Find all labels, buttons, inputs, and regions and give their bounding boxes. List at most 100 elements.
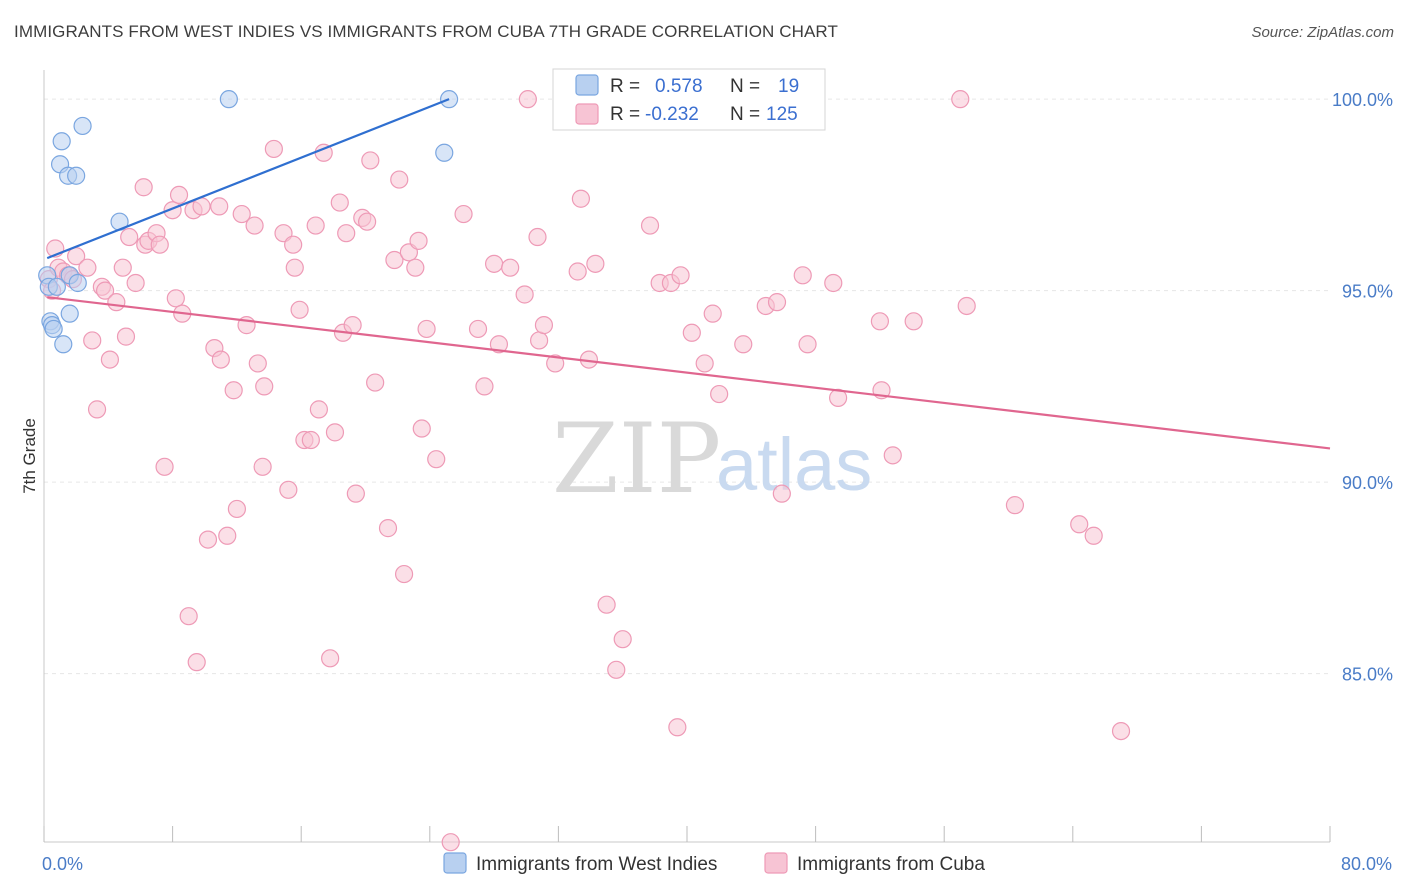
x-tick-label-start: 0.0% [42, 854, 83, 874]
bottom-legend-swatch-cuba [764, 852, 788, 874]
bottom-legend-label-west-indies: Immigrants from West Indies [476, 854, 717, 875]
west-indies-point-10 [60, 304, 79, 323]
cuba-point-23 [150, 235, 169, 254]
cuba-point-13 [100, 350, 120, 369]
cuba-point-86 [518, 90, 537, 109]
cuba-points [39, 90, 1131, 852]
cuba-point-117 [883, 446, 902, 465]
cuba-point-75 [412, 419, 431, 438]
legend-r-value-2: -0.232 [645, 104, 699, 125]
cuba-point-106 [710, 384, 729, 404]
cuba-point-98 [640, 216, 660, 235]
cuba-point-39 [227, 499, 246, 519]
cuba-point-40 [232, 204, 251, 224]
cuba-point-107 [734, 335, 753, 354]
cuba-point-78 [441, 833, 460, 852]
cuba-point-97 [613, 630, 632, 649]
y-tick-label-2: 95.0% [1342, 282, 1393, 302]
cuba-point-16 [116, 327, 136, 346]
cuba-point-96 [607, 660, 626, 679]
cuba-point-94 [586, 254, 605, 273]
cuba-point-15 [113, 258, 132, 277]
cuba-point-38 [224, 381, 243, 400]
cuba-point-50 [285, 258, 304, 277]
cuba-point-14 [107, 293, 126, 312]
cuba-point-103 [682, 323, 701, 342]
watermark: ZIP atlas [552, 403, 872, 515]
cuba-point-124 [1111, 721, 1131, 741]
cuba-point-122 [1070, 515, 1089, 534]
cuba-point-92 [571, 189, 591, 208]
cuba-point-57 [321, 649, 340, 668]
y-axis-label: 7th Grade [20, 418, 39, 494]
cuba-point-65 [358, 212, 377, 231]
cuba-point-83 [489, 335, 509, 354]
cuba-point-48 [279, 480, 298, 499]
cuba-point-88 [530, 331, 549, 350]
cuba-point-112 [798, 335, 817, 354]
y-tick-labels: 85.0% 90.0% 95.0% 100.0% [1332, 90, 1393, 685]
cuba-point-87 [528, 227, 547, 247]
cuba-point-31 [187, 653, 206, 672]
cuba-point-73 [406, 258, 425, 277]
cuba-point-61 [337, 224, 356, 243]
cuba-point-42 [245, 216, 264, 235]
cuba-point-109 [767, 293, 787, 312]
legend-swatch-west-indies [575, 74, 599, 96]
cuba-point-63 [346, 484, 365, 503]
cuba-point-45 [255, 377, 274, 396]
cuba-point-53 [301, 430, 320, 450]
chart-title: IMMIGRANTS FROM WEST INDIES VS IMMIGRANT… [14, 22, 838, 41]
legend-n-label-2: N = [730, 104, 760, 125]
cuba-point-95 [597, 595, 616, 614]
cuba-point-18 [126, 273, 145, 293]
west-indies-point-17 [435, 143, 454, 162]
source-label: Source: ZipAtlas.com [1251, 24, 1394, 41]
x-tick-label-end: 80.0% [1341, 854, 1392, 874]
west-indies-point-12 [67, 166, 86, 185]
cuba-point-58 [325, 423, 345, 442]
west-indies-point-7 [52, 132, 71, 151]
cuba-point-105 [703, 304, 722, 323]
cuba-point-118 [904, 312, 923, 331]
cuba-point-110 [772, 484, 791, 503]
cuba-point-66 [361, 151, 380, 170]
legend: R = 0.578 N = 19 R = -0.232 N = 125 [552, 68, 826, 131]
cuba-point-29 [179, 607, 198, 626]
x-ticks [43, 826, 1331, 842]
cuba-point-85 [515, 285, 534, 304]
cuba-point-123 [1084, 526, 1103, 545]
cuba-point-35 [210, 197, 229, 216]
cuba-point-115 [870, 312, 890, 331]
cuba-point-37 [218, 526, 237, 545]
cuba-trend-line [47, 296, 1331, 450]
cuba-point-90 [546, 354, 565, 373]
cuba-point-121 [1005, 496, 1025, 515]
cuba-point-119 [951, 90, 970, 109]
west-indies-point-5 [47, 277, 66, 296]
cuba-point-10 [87, 400, 107, 419]
cuba-point-68 [378, 519, 398, 538]
cuba-point-44 [253, 457, 272, 476]
west-indies-point-8 [54, 335, 73, 354]
trend-lines [46, 98, 1331, 450]
cuba-point-49 [284, 235, 303, 254]
cuba-point-33 [198, 530, 218, 549]
cuba-point-89 [534, 316, 554, 335]
legend-n-value-1: 19 [778, 76, 799, 97]
west-indies-point-13 [68, 273, 87, 293]
cuba-point-62 [343, 316, 362, 335]
legend-n-value-2: 125 [766, 104, 798, 125]
cuba-point-9 [83, 331, 102, 350]
legend-r-label-1: R = [610, 76, 640, 97]
cuba-point-43 [248, 354, 267, 373]
cuba-point-102 [671, 266, 690, 285]
cuba-point-70 [390, 170, 409, 189]
cuba-point-12 [95, 281, 115, 300]
cuba-point-36 [211, 350, 230, 369]
cuba-point-79 [454, 204, 473, 224]
cuba-point-111 [793, 266, 812, 285]
cuba-point-19 [134, 178, 153, 197]
cuba-point-71 [394, 564, 414, 584]
